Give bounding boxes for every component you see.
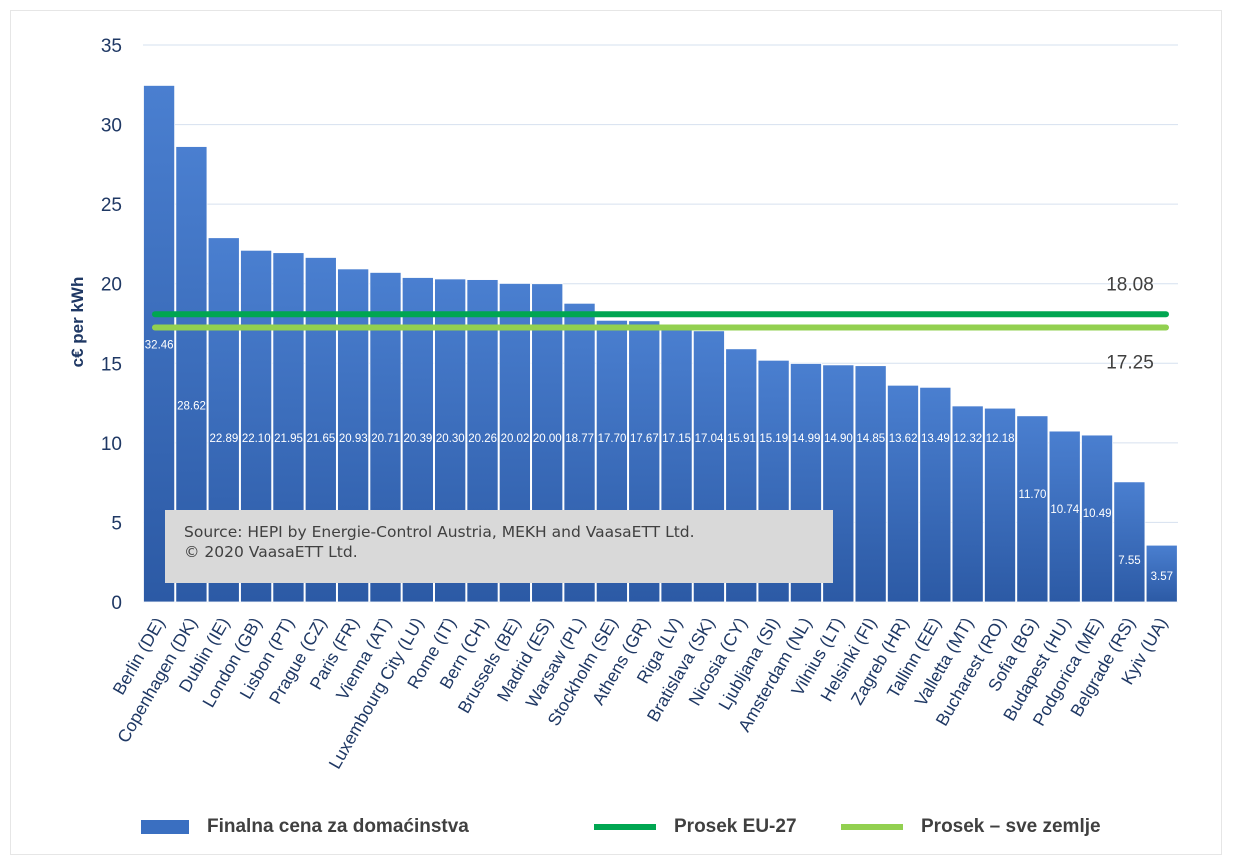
bar-data-label: 14.90 bbox=[824, 433, 853, 445]
legend-item-eu: Prosek EU-27 bbox=[594, 816, 797, 838]
bar-data-label: 18.77 bbox=[565, 433, 594, 445]
legend-label-all: Prosek – sve zemlje bbox=[921, 816, 1101, 837]
bar-data-label: 21.65 bbox=[307, 433, 336, 445]
legend: Finalna cena za domaćinstva Prosek EU-27… bbox=[0, 816, 1233, 846]
bar-data-label: 17.15 bbox=[662, 433, 691, 445]
bar-data-label: 12.18 bbox=[986, 433, 1015, 445]
y-tick-label: 0 bbox=[111, 593, 122, 614]
bar-data-label: 10.49 bbox=[1083, 508, 1112, 520]
y-tick-label: 25 bbox=[101, 195, 122, 216]
bar-data-label: 17.70 bbox=[598, 433, 627, 445]
legend-label-bars: Finalna cena za domaćinstva bbox=[207, 816, 469, 837]
source-note: Source: HEPI by Energie-Control Austria,… bbox=[165, 510, 833, 583]
bar-data-label: 3.57 bbox=[1151, 571, 1173, 583]
y-tick-label: 5 bbox=[111, 513, 122, 534]
legend-label-eu: Prosek EU-27 bbox=[674, 816, 797, 837]
y-tick-label: 10 bbox=[101, 434, 122, 455]
bar-data-label: 20.00 bbox=[533, 433, 562, 445]
bar bbox=[951, 405, 984, 603]
bar-data-label: 20.39 bbox=[404, 433, 433, 445]
legend-swatch-all bbox=[841, 824, 903, 830]
bar-data-label: 11.70 bbox=[1018, 489, 1046, 501]
bar-data-label: 22.10 bbox=[242, 433, 271, 445]
bar-data-label: 14.99 bbox=[792, 433, 821, 445]
bar-data-label: 15.91 bbox=[727, 433, 756, 445]
bar bbox=[1113, 481, 1146, 603]
bar-data-label: 12.32 bbox=[953, 433, 982, 445]
bar-data-label: 20.93 bbox=[339, 433, 368, 445]
bar-data-label: 32.46 bbox=[145, 339, 174, 351]
bar bbox=[919, 386, 952, 603]
legend-item-all: Prosek – sve zemlje bbox=[841, 816, 1101, 838]
bar-data-label: 7.55 bbox=[1118, 555, 1140, 567]
bar bbox=[1145, 544, 1178, 603]
bar-data-label: 28.62 bbox=[177, 401, 206, 413]
bar-data-label: 13.49 bbox=[921, 433, 950, 445]
bar bbox=[1081, 434, 1114, 603]
bar bbox=[1016, 415, 1049, 603]
bar-data-label: 20.71 bbox=[371, 433, 400, 445]
bar bbox=[854, 365, 887, 603]
bar-data-label: 10.74 bbox=[1050, 504, 1079, 516]
reference-line-label: 18.08 bbox=[1106, 274, 1154, 295]
y-axis-ticks: 0 5 10 15 20 25 30 35 bbox=[101, 36, 122, 614]
bar-data-label: 20.30 bbox=[436, 433, 465, 445]
bar-data-label: 20.26 bbox=[468, 433, 497, 445]
bar-data-label: 15.19 bbox=[759, 433, 788, 445]
bar-data-label: 22.89 bbox=[209, 433, 238, 445]
legend-swatch-eu bbox=[594, 824, 656, 830]
bar-data-label: 20.02 bbox=[501, 433, 530, 445]
legend-item-bars: Finalna cena za domaćinstva bbox=[141, 816, 469, 838]
bar-data-label: 17.67 bbox=[630, 433, 659, 445]
bar bbox=[1048, 430, 1081, 603]
y-tick-label: 20 bbox=[101, 275, 122, 296]
x-axis-labels: Berlin (DE)Copenhagen (DK)Dublin (IE)Lon… bbox=[109, 614, 1172, 772]
y-tick-label: 15 bbox=[101, 354, 122, 375]
bar-data-label: 14.85 bbox=[856, 433, 885, 445]
y-axis-title: c€ per kWh bbox=[68, 277, 87, 368]
bar-data-label: 17.04 bbox=[695, 433, 724, 445]
source-line: Source: HEPI by Energie-Control Austria,… bbox=[184, 523, 695, 541]
legend-swatch-bars bbox=[141, 820, 189, 834]
copyright-line: © 2020 VaasaETT Ltd. bbox=[184, 543, 358, 561]
bar bbox=[984, 407, 1016, 603]
y-tick-label: 30 bbox=[101, 116, 122, 137]
reference-lines: 18.08 17.25 bbox=[152, 274, 1169, 373]
bar-data-label: 21.95 bbox=[274, 433, 303, 445]
bar-data-label: 13.62 bbox=[889, 433, 918, 445]
reference-line-label: 17.25 bbox=[1106, 352, 1154, 373]
y-tick-label: 35 bbox=[101, 36, 122, 57]
bar bbox=[887, 384, 919, 603]
